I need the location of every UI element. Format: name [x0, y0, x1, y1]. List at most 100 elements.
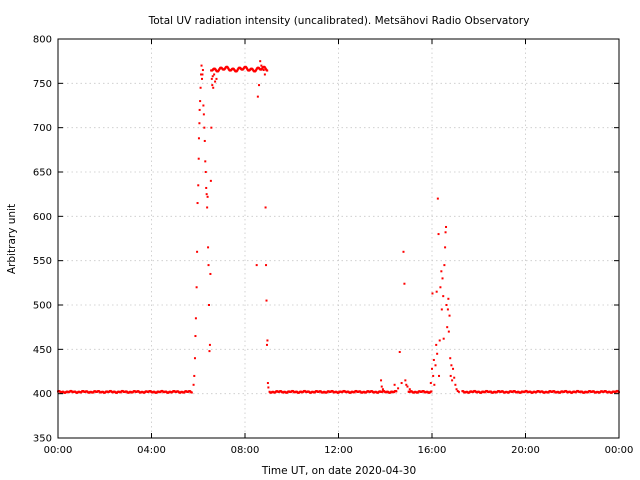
data-point — [453, 376, 456, 379]
data-point — [440, 308, 443, 311]
data-point — [264, 206, 267, 209]
data-point — [204, 160, 207, 163]
data-point — [446, 326, 449, 329]
data-point — [192, 383, 195, 386]
data-point — [262, 69, 265, 72]
data-point — [198, 108, 201, 111]
data-point — [212, 86, 215, 89]
data-point — [446, 308, 449, 311]
x-tick-label: 04:00 — [137, 445, 166, 456]
data-point — [380, 379, 383, 382]
y-tick-label: 400 — [33, 389, 52, 400]
data-point — [452, 367, 455, 370]
y-tick-label: 800 — [33, 35, 52, 46]
data-point — [444, 231, 447, 234]
x-tick-label: 20:00 — [511, 445, 540, 456]
data-point — [393, 383, 396, 386]
data-point — [199, 86, 202, 89]
data-point — [408, 388, 411, 391]
x-tick-label: 08:00 — [231, 445, 260, 456]
data-point — [203, 139, 206, 142]
y-tick-label: 650 — [33, 168, 52, 179]
data-point — [205, 193, 208, 196]
data-point — [194, 335, 197, 338]
data-point — [211, 75, 214, 78]
data-point — [209, 272, 212, 275]
data-point — [210, 77, 213, 80]
data-point — [201, 69, 204, 72]
data-point — [208, 343, 211, 346]
axis-ticks: 350 400 450 500 550 600 650 700 750 800 00:00 04:00… — [33, 35, 634, 457]
data-point — [443, 264, 446, 267]
data-point — [261, 66, 264, 69]
data-point — [213, 73, 216, 76]
data-point — [263, 73, 266, 76]
y-axis-title: Arbitrary unit — [6, 204, 18, 274]
data-point — [457, 390, 460, 393]
data-point — [267, 386, 270, 389]
data-point — [266, 382, 269, 385]
data-point — [438, 339, 441, 342]
data-point — [196, 250, 199, 253]
data-point — [445, 304, 448, 306]
y-tick-label: 350 — [33, 434, 52, 445]
data-point — [439, 286, 442, 289]
data-point — [449, 357, 452, 360]
data-point — [193, 374, 196, 377]
x-tick-label: 16:00 — [418, 445, 447, 456]
data-point — [265, 264, 268, 267]
data-point — [447, 297, 450, 300]
data-point — [405, 383, 408, 386]
data-point — [202, 113, 205, 116]
data-point — [215, 77, 218, 80]
data-point — [433, 383, 436, 386]
data-point — [201, 73, 204, 76]
data-point — [438, 374, 441, 377]
data-point — [197, 157, 200, 160]
data-point — [202, 104, 205, 107]
data-point — [200, 64, 203, 67]
x-tick-label: 00:00 — [605, 445, 634, 456]
data-point — [200, 73, 203, 76]
data-point — [444, 246, 447, 249]
data-point — [200, 77, 203, 80]
data-point — [260, 64, 263, 67]
x-tick-label: 12:00 — [324, 445, 353, 456]
data-point — [448, 314, 451, 317]
data-point — [190, 391, 193, 394]
y-tick-label: 700 — [33, 123, 52, 134]
grid-lines — [58, 39, 619, 438]
data-point — [381, 388, 384, 391]
data-point — [395, 390, 398, 393]
data-point — [406, 385, 409, 388]
data-point — [259, 60, 262, 63]
data-point — [404, 379, 407, 382]
data-point — [207, 264, 210, 267]
data-point — [206, 206, 209, 209]
x-axis-title: Time UT, on date 2020-04-30 — [261, 465, 416, 477]
data-point — [432, 374, 435, 377]
data-point — [442, 337, 445, 340]
data-point — [197, 137, 200, 140]
data-point — [403, 282, 406, 285]
data-point — [193, 357, 196, 360]
data-point — [206, 195, 209, 198]
data-markers — [57, 60, 620, 394]
data-point — [197, 184, 200, 187]
data-point — [437, 233, 440, 236]
data-point — [451, 379, 454, 382]
y-tick-label: 450 — [33, 345, 52, 356]
data-point — [435, 343, 438, 346]
data-point — [456, 390, 459, 393]
data-point — [208, 350, 211, 353]
data-point — [380, 385, 383, 388]
y-tick-label: 550 — [33, 256, 52, 267]
data-point — [209, 179, 212, 182]
chart-title: Total UV radiation intensity (uncalibrat… — [148, 15, 530, 27]
data-point — [194, 317, 197, 320]
data-point — [266, 69, 269, 72]
data-point — [445, 225, 448, 228]
data-point — [431, 292, 434, 295]
